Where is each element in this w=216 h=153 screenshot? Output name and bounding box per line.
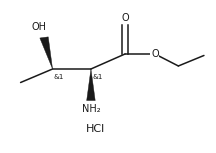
Text: NH₂: NH₂ <box>82 104 100 114</box>
Text: &1: &1 <box>92 74 102 80</box>
Text: O: O <box>151 49 159 59</box>
Polygon shape <box>40 37 52 69</box>
Text: &1: &1 <box>54 74 64 80</box>
Text: OH: OH <box>31 22 46 32</box>
Text: HCl: HCl <box>86 124 105 134</box>
Polygon shape <box>87 69 95 101</box>
Text: O: O <box>121 13 129 23</box>
